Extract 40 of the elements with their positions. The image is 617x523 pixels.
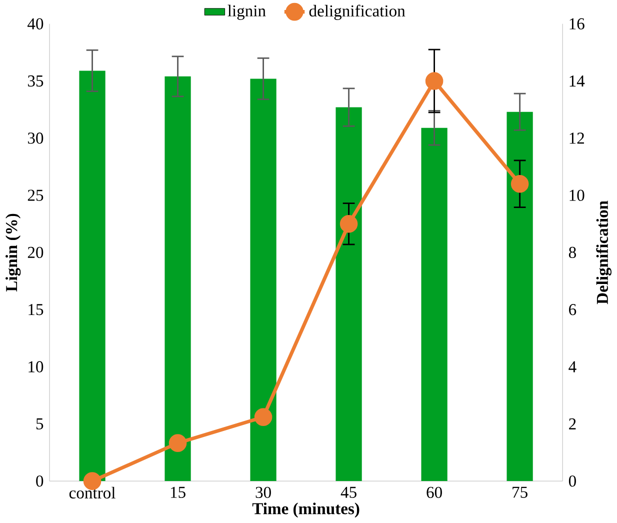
y2-tick-label: 12 — [570, 132, 584, 144]
x-tick-label: control — [69, 486, 116, 498]
y2-tick-label: 8 — [568, 246, 576, 258]
point — [254, 408, 272, 426]
bar — [79, 70, 106, 481]
y2-tick-label: 0 — [568, 475, 576, 487]
x-tick-label: 75 — [512, 486, 528, 498]
y2-tick-label: 16 — [570, 18, 584, 30]
x-tick-label: 60 — [426, 486, 442, 498]
x-axis-title: Time (minutes) — [252, 502, 360, 518]
y-tick-label: 0 — [36, 475, 44, 487]
x-tick-label: 45 — [340, 486, 356, 498]
y-tick-label: 10 — [28, 361, 44, 372]
bar — [421, 128, 448, 481]
y2-tick-label: 10 — [570, 190, 584, 201]
point — [510, 174, 529, 193]
y2-axis-title: Delignification — [596, 200, 612, 304]
y-tick-label: 5 — [36, 418, 44, 430]
bar — [164, 76, 191, 481]
y-tick-label: 15 — [28, 304, 44, 316]
y-tick-label: 30 — [28, 132, 44, 144]
y-axis-title: Lignin (%) — [6, 214, 21, 292]
y-tick-label: 35 — [28, 75, 44, 86]
y2-tick-label: 6 — [569, 304, 576, 316]
x-tick-label: 15 — [170, 486, 186, 498]
y-tick-label: 25 — [28, 190, 44, 201]
point — [340, 214, 358, 233]
point — [168, 434, 187, 452]
bar — [250, 78, 276, 481]
bar — [506, 112, 533, 481]
y-tick-label: 40 — [28, 18, 44, 30]
legend-label: lignin — [228, 4, 266, 20]
legend-label: delignification — [309, 4, 406, 20]
y2-tick-label: 2 — [569, 418, 576, 430]
y-tick-label: 20 — [28, 246, 44, 258]
point — [425, 72, 444, 90]
y2-tick-label: 4 — [568, 361, 576, 372]
y2-tick-label: 14 — [570, 75, 585, 86]
bar — [336, 107, 362, 481]
x-tick-label: 30 — [256, 486, 271, 498]
